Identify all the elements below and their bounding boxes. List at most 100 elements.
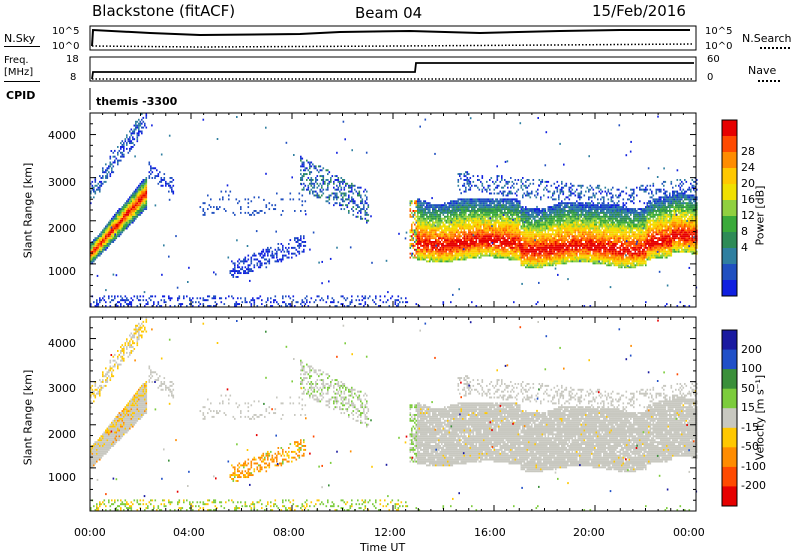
power-cell — [310, 182, 313, 185]
power-cell — [520, 227, 523, 230]
power-cell — [171, 297, 173, 300]
power-cell — [483, 217, 485, 220]
power-cell — [309, 167, 311, 170]
power-cell — [517, 213, 520, 216]
power-cell — [444, 223, 446, 226]
power-cell — [357, 206, 359, 209]
power-cell — [109, 161, 112, 164]
power-cell — [478, 244, 481, 247]
power-cell — [514, 213, 517, 216]
power-cell — [570, 256, 572, 259]
power-cell — [346, 206, 349, 209]
power-cell — [529, 237, 532, 240]
power-cell — [496, 175, 499, 178]
power-cell — [121, 219, 124, 222]
power-cell — [522, 233, 524, 236]
power-cell — [520, 219, 523, 222]
power-cell — [364, 211, 367, 214]
power-cell — [537, 233, 539, 236]
power-cell — [525, 239, 527, 242]
power-cell — [267, 299, 269, 302]
power-cell — [559, 217, 562, 220]
power-cell — [492, 227, 494, 230]
power-cell — [508, 217, 511, 220]
power-colorbar-tick: 12 — [741, 209, 755, 222]
power-cell — [118, 213, 121, 216]
power-cell — [502, 254, 505, 257]
power-cell — [564, 248, 566, 251]
power-cell — [417, 204, 419, 207]
power-cell — [498, 215, 500, 218]
power-cell — [474, 206, 476, 209]
power-cell — [427, 215, 430, 218]
power-cell — [543, 208, 545, 211]
power-cell — [373, 301, 376, 304]
power-cell — [99, 254, 101, 257]
power-cell — [441, 231, 443, 234]
power-cell — [553, 182, 556, 185]
power-cell — [414, 213, 416, 216]
power-cell — [420, 258, 422, 261]
power-cell — [135, 204, 137, 207]
power-cell — [418, 237, 421, 240]
power-cell — [318, 196, 320, 199]
power-cell — [163, 177, 166, 179]
power-cell — [115, 213, 118, 216]
power-cell — [531, 262, 533, 265]
power-cell — [559, 235, 562, 238]
power-cell — [517, 219, 520, 222]
power-cell — [508, 241, 511, 243]
power-cell — [490, 219, 493, 222]
power-cell — [454, 204, 457, 207]
power-cell — [568, 211, 571, 214]
power-cell — [526, 190, 529, 193]
power-cell — [553, 244, 556, 247]
power-cell — [499, 256, 502, 259]
power-cell — [430, 248, 433, 251]
power-cell — [130, 210, 133, 212]
power-cell — [325, 179, 328, 181]
power-cell — [495, 248, 497, 251]
power-cell — [564, 219, 566, 222]
power-cell — [123, 219, 125, 222]
power-cell — [268, 202, 271, 205]
power-cell — [292, 198, 295, 201]
power-cell — [466, 252, 469, 255]
power-cell — [564, 184, 566, 187]
power-cell — [411, 227, 413, 230]
power-cell — [430, 250, 433, 253]
power-cell — [507, 256, 509, 259]
power-cell — [430, 241, 433, 243]
power-cell — [102, 239, 104, 242]
power-cell — [511, 235, 514, 238]
power-cell — [453, 237, 455, 240]
power-cell — [505, 243, 508, 245]
power-cell — [322, 177, 325, 179]
power-cell — [517, 250, 520, 253]
power-cell — [360, 211, 362, 214]
power-cell — [489, 188, 491, 191]
power-cell — [240, 268, 242, 271]
power-cell — [525, 254, 527, 257]
power-cell — [96, 250, 98, 253]
power-cell — [526, 221, 529, 224]
power-cell — [105, 246, 107, 249]
power-cell — [460, 235, 463, 238]
power-cell — [463, 250, 466, 253]
power-cell — [93, 254, 95, 257]
power-cell — [118, 159, 121, 162]
power-cell — [207, 194, 209, 197]
power-cell — [450, 219, 452, 222]
power-cell — [486, 252, 488, 255]
power-cell — [267, 254, 269, 257]
power-cell — [568, 223, 571, 226]
power-cell — [481, 219, 484, 222]
power-cell — [466, 202, 469, 205]
power-cell — [345, 182, 347, 185]
power-cell — [112, 161, 115, 164]
power-cell — [216, 303, 218, 306]
power-cell — [252, 297, 254, 300]
power-cell — [115, 229, 118, 232]
power-cell — [525, 243, 527, 245]
power-cell — [411, 243, 413, 245]
